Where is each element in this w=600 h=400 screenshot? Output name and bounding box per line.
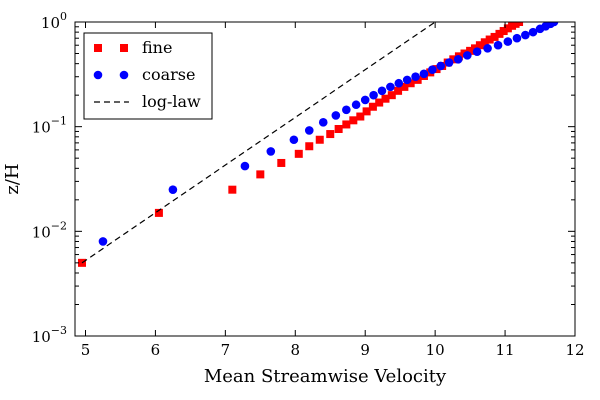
y-tick-label: 10−2 bbox=[32, 219, 67, 241]
data-point bbox=[394, 78, 404, 88]
data-point bbox=[503, 24, 512, 33]
data-point bbox=[240, 161, 250, 171]
legend-swatch bbox=[119, 70, 129, 80]
data-point bbox=[351, 100, 361, 110]
data-point bbox=[428, 65, 437, 75]
data-point bbox=[472, 47, 482, 57]
data-point bbox=[515, 22, 524, 26]
x-axis-label: Mean Streamwise Velocity bbox=[204, 366, 447, 387]
data-point bbox=[549, 22, 559, 27]
data-point bbox=[406, 79, 415, 88]
x-tick-label: 11 bbox=[496, 341, 515, 359]
data-point bbox=[342, 105, 351, 115]
legend-label: log-law bbox=[142, 92, 201, 111]
data-point bbox=[512, 33, 522, 43]
data-point bbox=[521, 30, 530, 40]
y-axis-label: z/H bbox=[2, 163, 23, 194]
data-point bbox=[483, 44, 492, 53]
x-tick-label: 7 bbox=[221, 341, 231, 359]
data-point bbox=[334, 124, 343, 133]
x-tick-label: 12 bbox=[565, 341, 584, 359]
data-point bbox=[419, 69, 429, 79]
data-point bbox=[449, 55, 458, 64]
legend-swatch bbox=[94, 44, 102, 52]
data-point bbox=[475, 41, 484, 50]
x-tick-label: 6 bbox=[151, 341, 161, 359]
data-point bbox=[493, 40, 503, 50]
data-point bbox=[381, 94, 390, 103]
data-point bbox=[342, 120, 351, 129]
data-point bbox=[318, 118, 328, 127]
data-point bbox=[400, 82, 409, 91]
data-point bbox=[362, 107, 371, 116]
legend-item-fine: fine bbox=[94, 38, 172, 57]
tick-layer: 5 6 7 8 9 10 11 12 10−3 10−2 10−1 100 bbox=[32, 10, 585, 359]
y-tick-label: 10−3 bbox=[32, 324, 67, 346]
legend-item-log-law: log-law bbox=[94, 92, 201, 111]
x-tick-label: 5 bbox=[81, 341, 91, 359]
data-point bbox=[503, 37, 513, 46]
data-point bbox=[266, 147, 276, 156]
series-line bbox=[81, 22, 436, 264]
data-point bbox=[386, 82, 395, 92]
data-point bbox=[480, 38, 489, 47]
legend-label: fine bbox=[142, 38, 172, 57]
y-tick-label: 100 bbox=[41, 10, 67, 32]
legend-swatch bbox=[93, 70, 103, 80]
data-point bbox=[402, 75, 412, 85]
data-point bbox=[368, 102, 377, 111]
data-point bbox=[466, 46, 475, 55]
x-tick-label: 9 bbox=[360, 341, 370, 359]
data-point bbox=[360, 95, 370, 105]
data-point bbox=[485, 35, 494, 44]
data-point bbox=[154, 208, 163, 217]
data-point bbox=[411, 72, 420, 82]
data-point bbox=[394, 86, 403, 95]
data-point bbox=[463, 51, 472, 60]
data-point bbox=[528, 27, 538, 37]
data-point bbox=[305, 142, 314, 151]
data-point bbox=[349, 116, 358, 125]
data-point bbox=[495, 29, 504, 38]
legend: fine coarse log-law bbox=[83, 32, 213, 120]
data-point bbox=[168, 185, 178, 194]
data-point bbox=[377, 86, 387, 96]
data-point bbox=[331, 111, 341, 120]
plot-frame bbox=[74, 21, 576, 337]
data-point bbox=[315, 135, 324, 144]
data-point bbox=[356, 112, 365, 121]
data-point bbox=[453, 55, 463, 64]
data-point bbox=[294, 149, 303, 158]
series-layer bbox=[77, 22, 559, 267]
data-point bbox=[387, 91, 396, 100]
data-point bbox=[444, 58, 454, 67]
series-fine bbox=[77, 22, 524, 267]
data-point bbox=[277, 158, 286, 167]
legend-label: coarse bbox=[142, 65, 195, 84]
series-coarse bbox=[98, 22, 559, 246]
data-point bbox=[304, 126, 314, 135]
data-point bbox=[436, 61, 446, 71]
legend-swatch bbox=[120, 44, 128, 52]
y-tick-label: 10−1 bbox=[32, 115, 67, 137]
series-log-law bbox=[81, 22, 436, 264]
data-point bbox=[369, 90, 378, 100]
data-point bbox=[289, 135, 299, 145]
x-tick-label: 10 bbox=[426, 341, 445, 359]
data-point bbox=[256, 170, 265, 179]
data-point bbox=[499, 27, 508, 36]
data-point bbox=[98, 237, 108, 246]
data-point bbox=[375, 98, 384, 107]
legend-item-coarse: coarse bbox=[93, 65, 195, 84]
data-point bbox=[228, 185, 237, 194]
data-point bbox=[326, 130, 335, 139]
data-point bbox=[490, 32, 499, 41]
legend-box bbox=[83, 32, 213, 120]
x-tick-label: 8 bbox=[291, 341, 301, 359]
